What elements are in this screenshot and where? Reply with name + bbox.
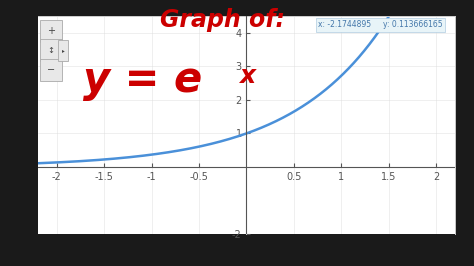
- Text: ▸: ▸: [62, 48, 64, 53]
- Text: ↕: ↕: [47, 46, 55, 55]
- Text: +: +: [47, 26, 55, 36]
- Text: x: x: [239, 64, 255, 88]
- Text: −: −: [47, 65, 55, 75]
- Text: Graph of:: Graph of:: [160, 8, 285, 32]
- Text: x: -2.1744895     y: 0.113666165: x: -2.1744895 y: 0.113666165: [318, 20, 443, 29]
- Text: y = e: y = e: [82, 59, 202, 101]
